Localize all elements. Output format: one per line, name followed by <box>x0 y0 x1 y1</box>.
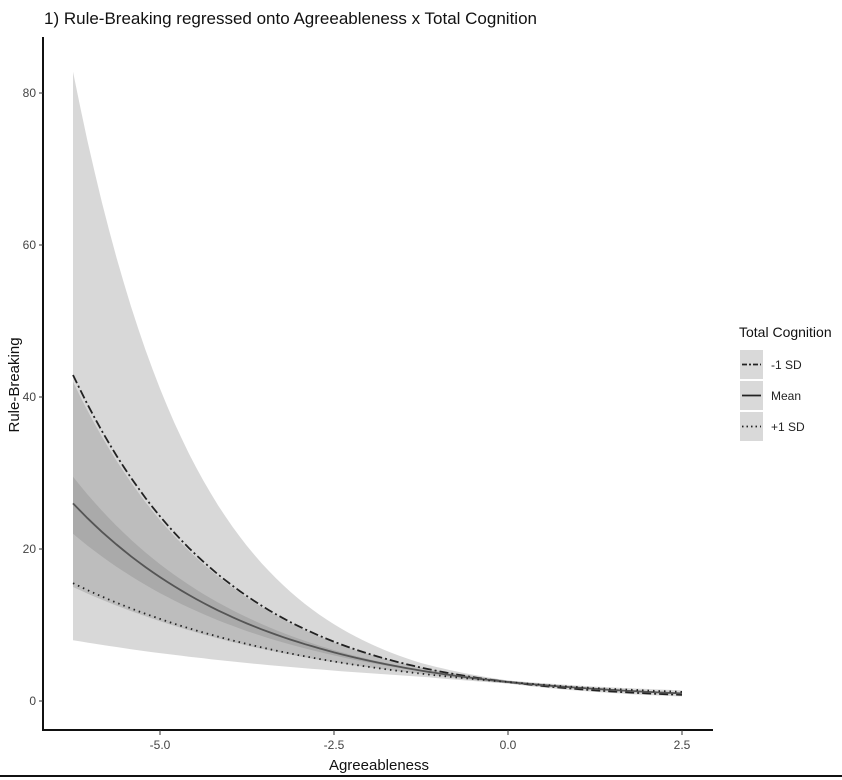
ribbon-plus1SD <box>73 381 682 694</box>
x-tick-label: -2.5 <box>324 738 345 752</box>
legend-label: Mean <box>771 389 801 403</box>
legend-title: Total Cognition <box>739 324 832 340</box>
legend-label: +1 SD <box>771 420 805 434</box>
legend: Total Cognition -1 SD Mean +1 SD <box>739 324 832 441</box>
legend-key <box>740 350 763 379</box>
y-tick-label: 0 <box>29 694 36 708</box>
confidence-ribbons <box>73 71 682 697</box>
y-tick-label: 60 <box>23 238 37 252</box>
y-tick-label: 80 <box>23 86 37 100</box>
y-axis-label: Rule-Breaking <box>6 337 23 432</box>
y-ticks: 0 20 40 60 80 <box>23 86 43 708</box>
series-line-Mean <box>72 502 683 695</box>
series-lines <box>72 374 683 696</box>
x-axis-label: Agreeableness <box>329 757 429 774</box>
bottom-border <box>0 775 842 777</box>
y-tick-label: 20 <box>23 542 37 556</box>
x-tick-label: 0.0 <box>500 738 517 752</box>
series-line-minus1SD <box>72 374 683 696</box>
x-ticks: -5.0 -2.5 0.0 2.5 <box>150 730 691 752</box>
y-tick-label: 40 <box>23 390 37 404</box>
ribbon-minus1SD <box>73 71 682 697</box>
chart-title: 1) Rule-Breaking regressed onto Agreeabl… <box>44 9 537 28</box>
x-tick-label: -5.0 <box>150 738 171 752</box>
x-tick-label: 2.5 <box>674 738 691 752</box>
legend-label: -1 SD <box>771 358 802 372</box>
